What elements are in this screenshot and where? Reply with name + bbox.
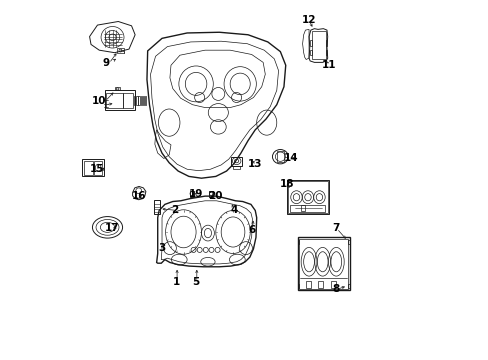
Bar	[144, 96, 146, 105]
Bar	[209, 192, 212, 197]
Text: 2: 2	[171, 206, 178, 216]
Text: 20: 20	[208, 191, 223, 201]
Bar	[318, 281, 323, 288]
Text: 7: 7	[331, 224, 339, 233]
Bar	[106, 93, 122, 108]
Text: 11: 11	[321, 60, 335, 70]
Bar	[142, 96, 144, 105]
Text: 14: 14	[283, 153, 298, 163]
Text: 5: 5	[192, 277, 199, 287]
Bar	[230, 157, 242, 166]
Bar	[311, 31, 325, 59]
Bar	[136, 96, 137, 105]
Bar	[287, 181, 327, 213]
Bar	[140, 96, 142, 105]
Bar	[305, 281, 310, 288]
Bar	[134, 96, 135, 105]
Bar	[325, 50, 326, 55]
Bar	[347, 239, 349, 244]
Bar	[309, 40, 311, 45]
Text: 15: 15	[90, 164, 104, 174]
Text: 17: 17	[104, 224, 119, 233]
Text: 10: 10	[92, 96, 106, 106]
Text: 6: 6	[247, 225, 255, 235]
Bar	[309, 50, 311, 55]
Text: 9: 9	[102, 58, 110, 68]
Bar	[190, 192, 193, 197]
Bar	[153, 201, 159, 214]
Text: 16: 16	[131, 191, 145, 201]
Bar	[94, 161, 102, 175]
Bar	[233, 166, 240, 169]
Bar	[290, 205, 324, 212]
Text: 12: 12	[301, 15, 316, 26]
Bar	[325, 40, 326, 45]
Bar	[276, 151, 284, 162]
Bar	[301, 206, 305, 211]
Text: 8: 8	[332, 284, 339, 294]
Bar	[83, 161, 93, 175]
Bar	[297, 239, 299, 244]
Bar	[297, 284, 299, 288]
Text: 1: 1	[172, 277, 180, 287]
Text: 13: 13	[247, 159, 262, 169]
Bar	[138, 96, 140, 105]
Text: 18: 18	[280, 179, 294, 189]
Bar	[82, 159, 104, 176]
Bar	[115, 87, 120, 90]
Bar	[347, 284, 349, 288]
Text: 3: 3	[158, 243, 165, 253]
Text: 19: 19	[188, 189, 203, 199]
Bar	[286, 180, 328, 214]
Bar	[104, 90, 135, 110]
Bar	[117, 48, 123, 53]
Text: 4: 4	[229, 206, 237, 216]
Bar	[330, 281, 335, 288]
Bar	[298, 239, 347, 289]
Bar	[297, 237, 349, 291]
Bar	[123, 93, 133, 108]
